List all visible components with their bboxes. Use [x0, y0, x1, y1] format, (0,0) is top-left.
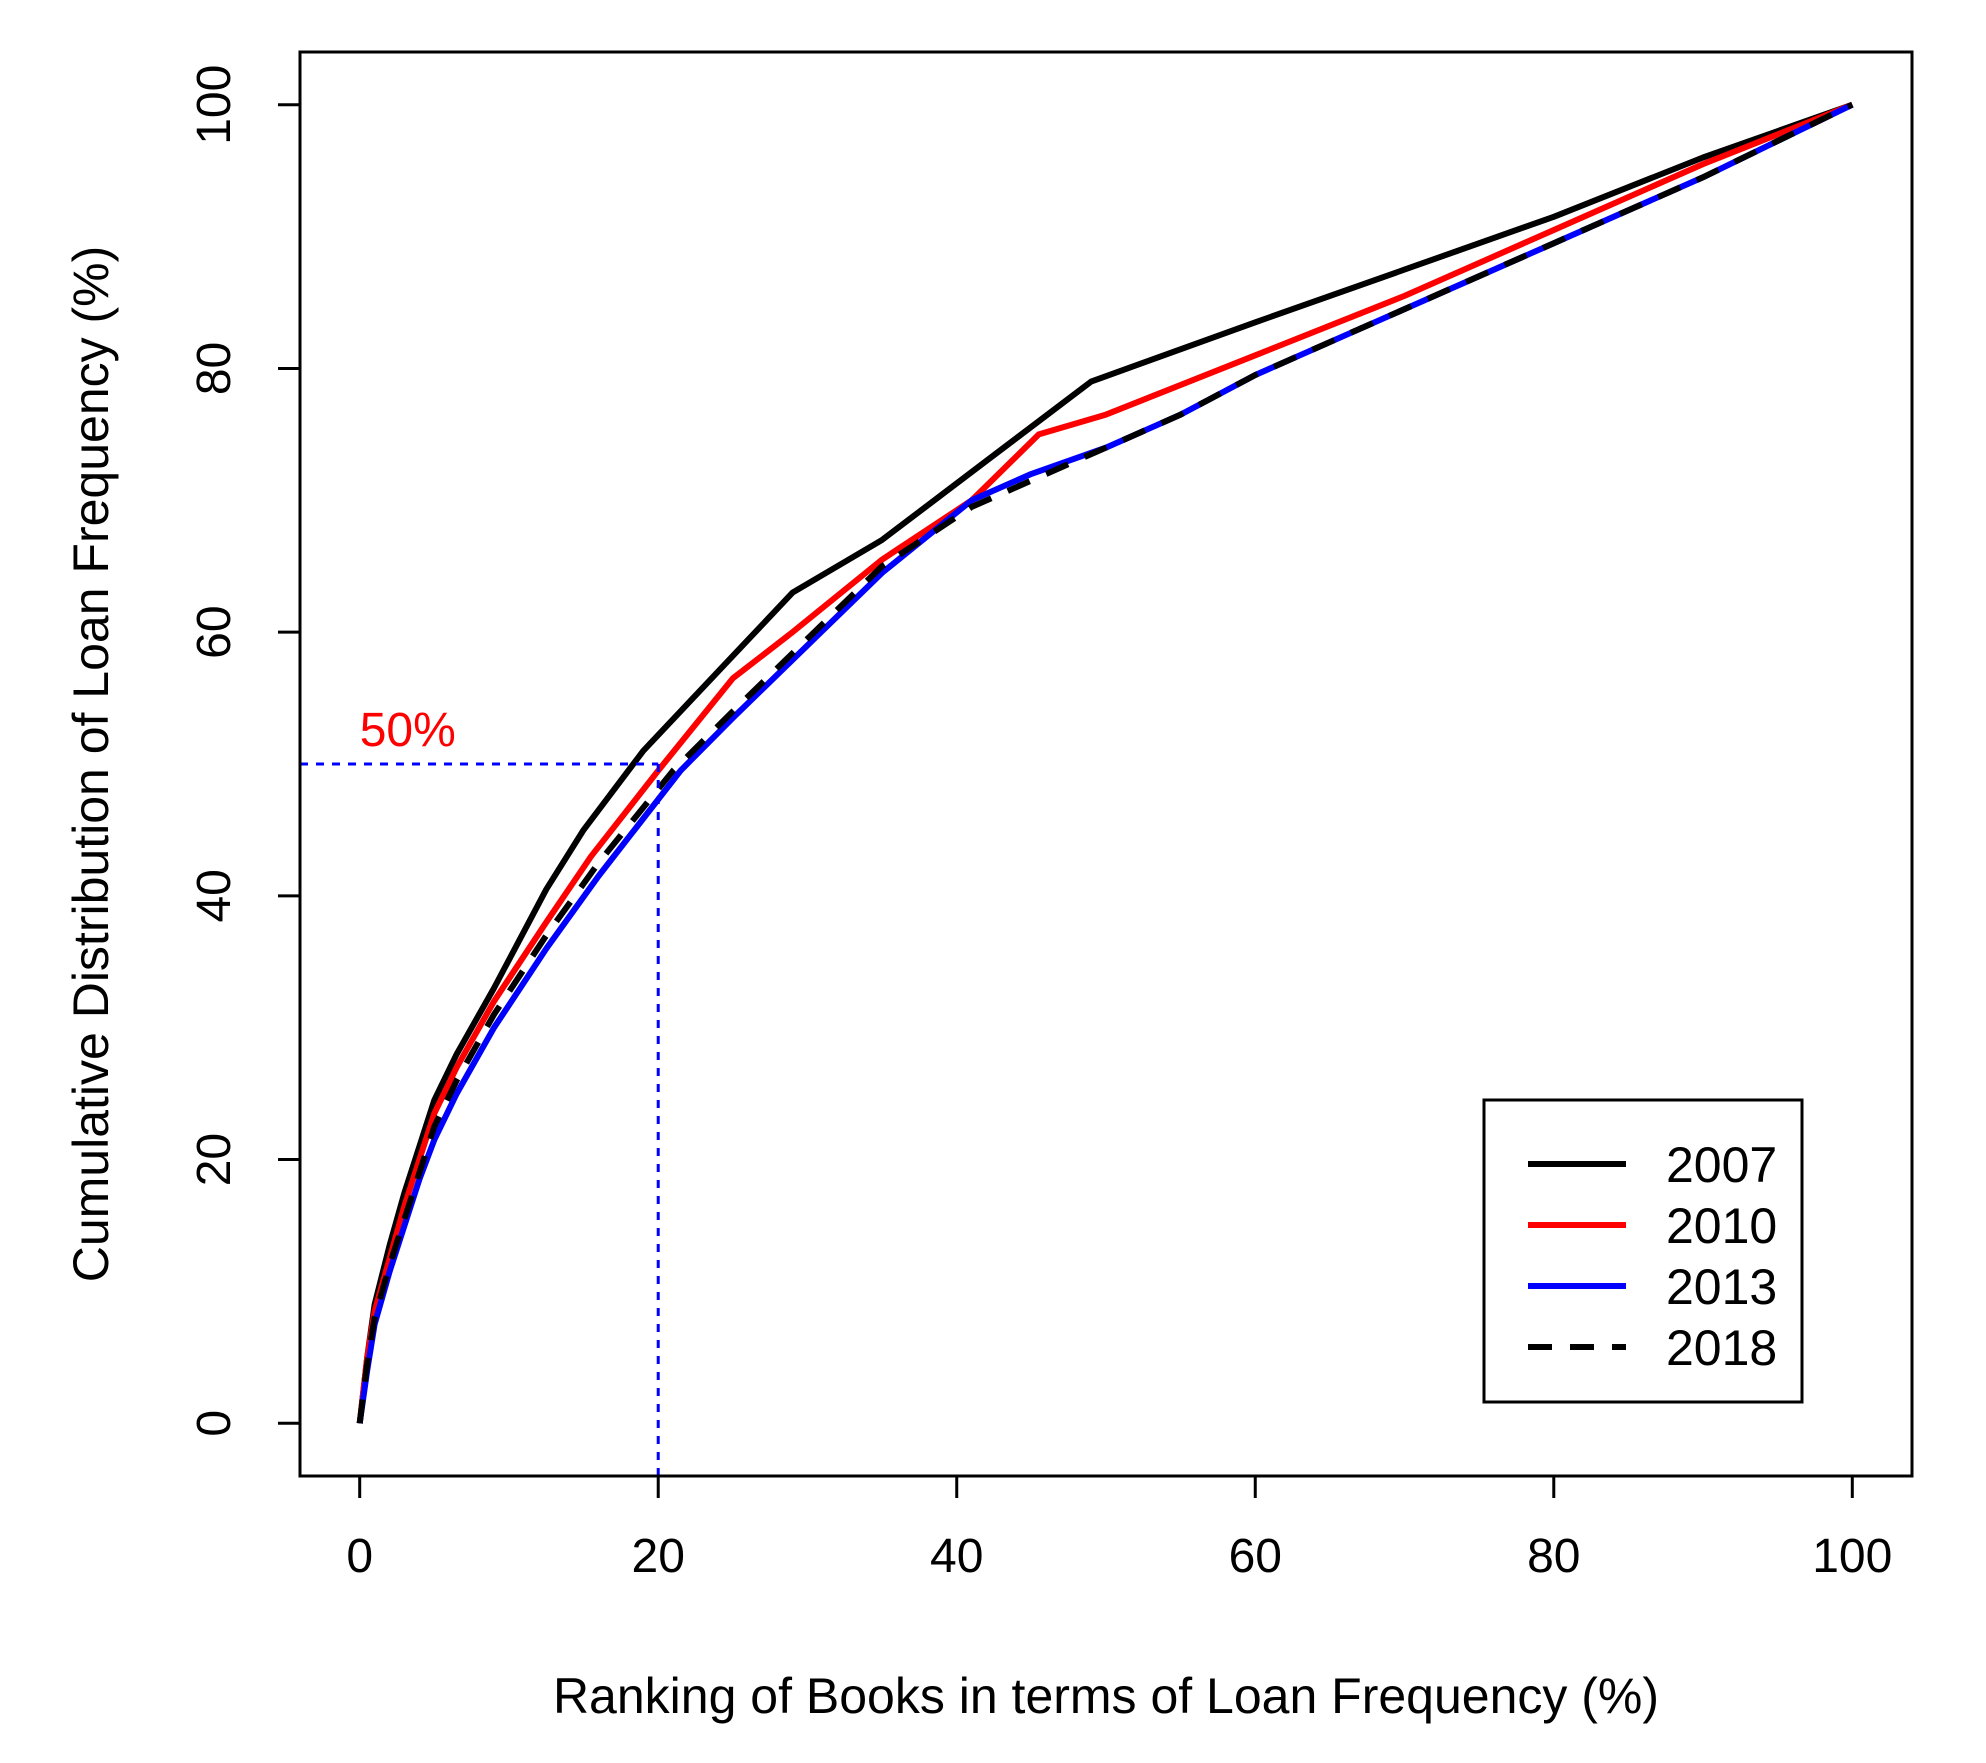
y-tick-label: 40 [188, 869, 241, 922]
legend-label-2010: 2010 [1666, 1198, 1777, 1254]
x-tick-label: 80 [1527, 1530, 1580, 1583]
legend-label-2018: 2018 [1666, 1320, 1777, 1376]
legend-label-2013: 2013 [1666, 1259, 1777, 1315]
series-line-2007 [356, 101, 1854, 1424]
y-tick-label: 20 [188, 1133, 241, 1186]
lines-layer [356, 101, 1854, 1424]
x-tick-label: 100 [1812, 1530, 1892, 1583]
x-axis-title: Ranking of Books in terms of Loan Freque… [553, 1668, 1659, 1724]
guides-layer [300, 762, 660, 1476]
x-tick-label: 40 [930, 1530, 983, 1583]
y-tick-label: 100 [188, 65, 241, 145]
x-tick-label: 20 [632, 1530, 685, 1583]
y-tick-label: 60 [188, 605, 241, 658]
legend-box [1482, 1098, 1804, 1404]
x-tick-label: 0 [346, 1530, 373, 1583]
legend-label-2007: 2007 [1666, 1137, 1777, 1193]
annotation-50-percent-label: 50% [360, 704, 456, 757]
x-axis: 0 20 40 60 80 100 [346, 1476, 1892, 1583]
y-axis-title: Cumulative Distribution of Loan Frequenc… [63, 246, 119, 1283]
x-tick-label: 60 [1229, 1530, 1282, 1583]
series-line-2018 [356, 102, 1854, 1424]
y-tick-label: 80 [188, 342, 241, 395]
y-tick-label: 0 [188, 1410, 241, 1437]
plot-frame [298, 50, 1914, 1478]
y-axis: 0 20 40 60 80 100 [188, 65, 300, 1437]
